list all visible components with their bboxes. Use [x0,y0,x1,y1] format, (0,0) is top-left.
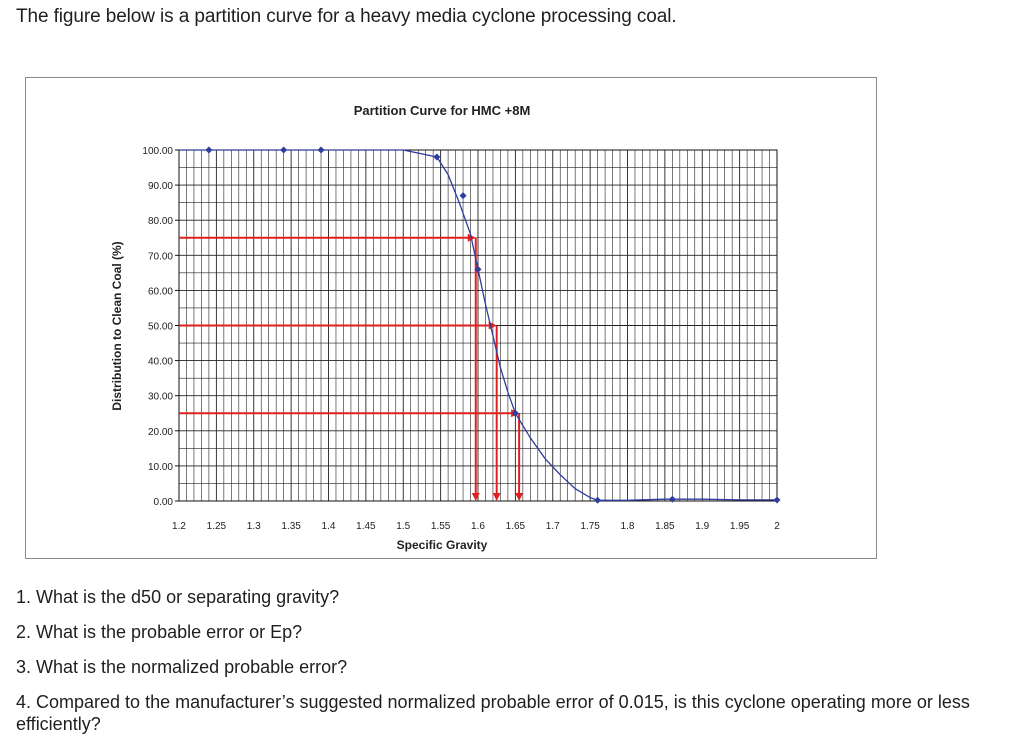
chart-title: Partition Curve for HMC +8M [354,103,531,118]
data-point-marker [594,496,602,504]
x-tick-label: 1.25 [207,521,227,532]
x-tick-label: 1.65 [506,521,526,532]
guide-arrow-down [492,493,501,501]
x-tick-label: 1.4 [322,521,336,532]
x-tick-label: 1.75 [580,521,600,532]
question-2: 2. What is the probable error or Ep? [16,622,303,642]
y-tick-label: 0.00 [154,497,174,508]
data-point-marker [433,153,441,161]
guide-arrow-down [471,493,480,501]
chart-frame: Partition Curve for HMC +8M 0.00 10.00 20.0… [25,77,877,559]
guide-arrow-down [515,493,524,501]
question-4: 4. Compared to the manufacturer’s sugges… [16,692,970,734]
question-1: 1. What is the d50 or separating gravity… [16,587,340,607]
x-tick-label: 1.7 [546,521,560,532]
y-tick-label: 100.00 [142,146,173,157]
y-tick-label: 50.00 [148,322,173,333]
data-point-marker [317,146,325,154]
x-tick-label: 1.55 [431,521,451,532]
x-tick-label: 1.6 [471,521,485,532]
x-tick-label: 1.8 [621,521,635,532]
partition-curve-chart: Partition Curve for HMC +8M 0.00 10.00 20.0… [110,103,781,552]
data-point-marker [459,192,467,200]
y-axis-label: Distribution to Clean Coal (%) [110,241,124,410]
data-point-marker [474,265,482,273]
data-point-marker [511,409,519,417]
y-tick-label: 40.00 [148,357,173,368]
intro-text: The figure below is a partition curve fo… [16,6,677,27]
x-tick-label: 1.85 [655,521,675,532]
y-tick-label: 60.00 [148,286,173,297]
y-tick-label: 10.00 [148,462,173,473]
x-tick-label: 1.5 [396,521,410,532]
x-tick-label: 1.35 [281,521,301,532]
data-point-marker [205,146,213,154]
x-tick-label: 1.2 [172,521,186,532]
x-axis-label: Specific Gravity [397,538,488,552]
y-tick-label: 30.00 [148,392,173,403]
question-3: 3. What is the normalized probable error… [16,657,348,677]
x-tick-label: 1.3 [247,521,261,532]
questions-list: 1. What is the d50 or separating gravity… [16,586,1006,748]
x-tick-label: 1.95 [730,521,750,532]
x-tick-label: 2 [774,521,780,532]
partition-curve-line [179,149,777,501]
data-point-marker [773,496,781,504]
y-tick-label: 90.00 [148,181,173,192]
x-tick-label: 1.45 [356,521,376,532]
data-point-marker [280,146,288,154]
data-point-marker [668,495,676,503]
y-tick-label: 20.00 [148,427,173,438]
x-tick-label: 1.9 [695,521,709,532]
y-tick-label: 70.00 [148,251,173,262]
y-tick-label: 80.00 [148,216,173,227]
